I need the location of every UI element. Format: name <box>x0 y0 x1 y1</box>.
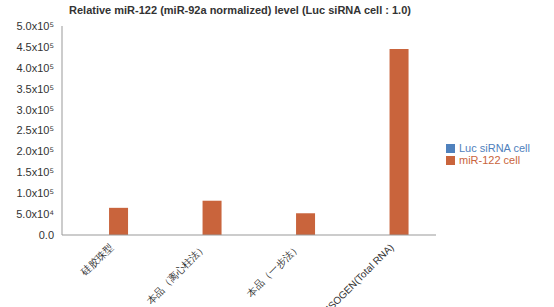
svg-text:本品（一步法）: 本品（一步法） <box>245 242 302 299</box>
svg-text:ISOGEN(Total RNA): ISOGEN(Total RNA) <box>324 242 396 307</box>
svg-text:5.0x10⁵: 5.0x10⁵ <box>16 20 54 32</box>
svg-text:0.0: 0.0 <box>39 229 54 241</box>
svg-text:1.0x10⁵: 1.0x10⁵ <box>16 187 54 199</box>
svg-text:2.5x10⁵: 2.5x10⁵ <box>16 124 54 136</box>
svg-text:1.5x10⁵: 1.5x10⁵ <box>16 166 54 178</box>
svg-text:3.0x10⁵: 3.0x10⁵ <box>16 104 54 116</box>
svg-text:硅胶珠型: 硅胶珠型 <box>78 242 115 279</box>
svg-text:4.5x10⁵: 4.5x10⁵ <box>16 41 54 53</box>
html-text:miR-122 cell: miR-122 cell <box>459 153 521 166</box>
svg-text:本品（离心柱法）: 本品（离心柱法） <box>144 242 208 306</box>
svg-text:2.0x10⁵: 2.0x10⁵ <box>16 145 54 157</box>
html-text:Luc siRNA cell: Luc siRNA cell <box>459 141 530 154</box>
svg-text:5.0x10⁴: 5.0x10⁴ <box>16 208 54 220</box>
svg-text:3.5x10⁵: 3.5x10⁵ <box>16 83 54 95</box>
svg-text:4.0x10⁵: 4.0x10⁵ <box>16 62 54 74</box>
html-text:Relative miR-122 (miR-92a norm: Relative miR-122 (miR-92a normalized) le… <box>69 4 411 16</box>
